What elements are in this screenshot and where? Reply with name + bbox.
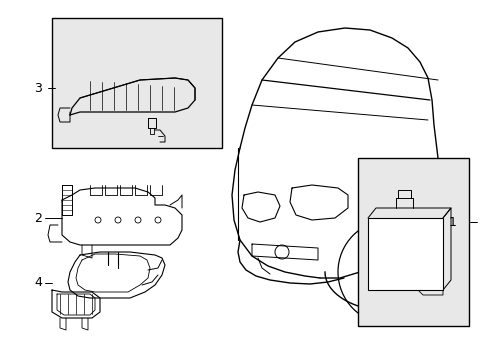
Text: 2: 2: [34, 211, 42, 225]
Bar: [357, 158, 468, 326]
Text: 3: 3: [34, 81, 42, 94]
Bar: [52, 18, 222, 148]
Text: 1: 1: [448, 216, 456, 229]
Text: 4: 4: [34, 276, 42, 289]
Bar: [367, 218, 442, 290]
